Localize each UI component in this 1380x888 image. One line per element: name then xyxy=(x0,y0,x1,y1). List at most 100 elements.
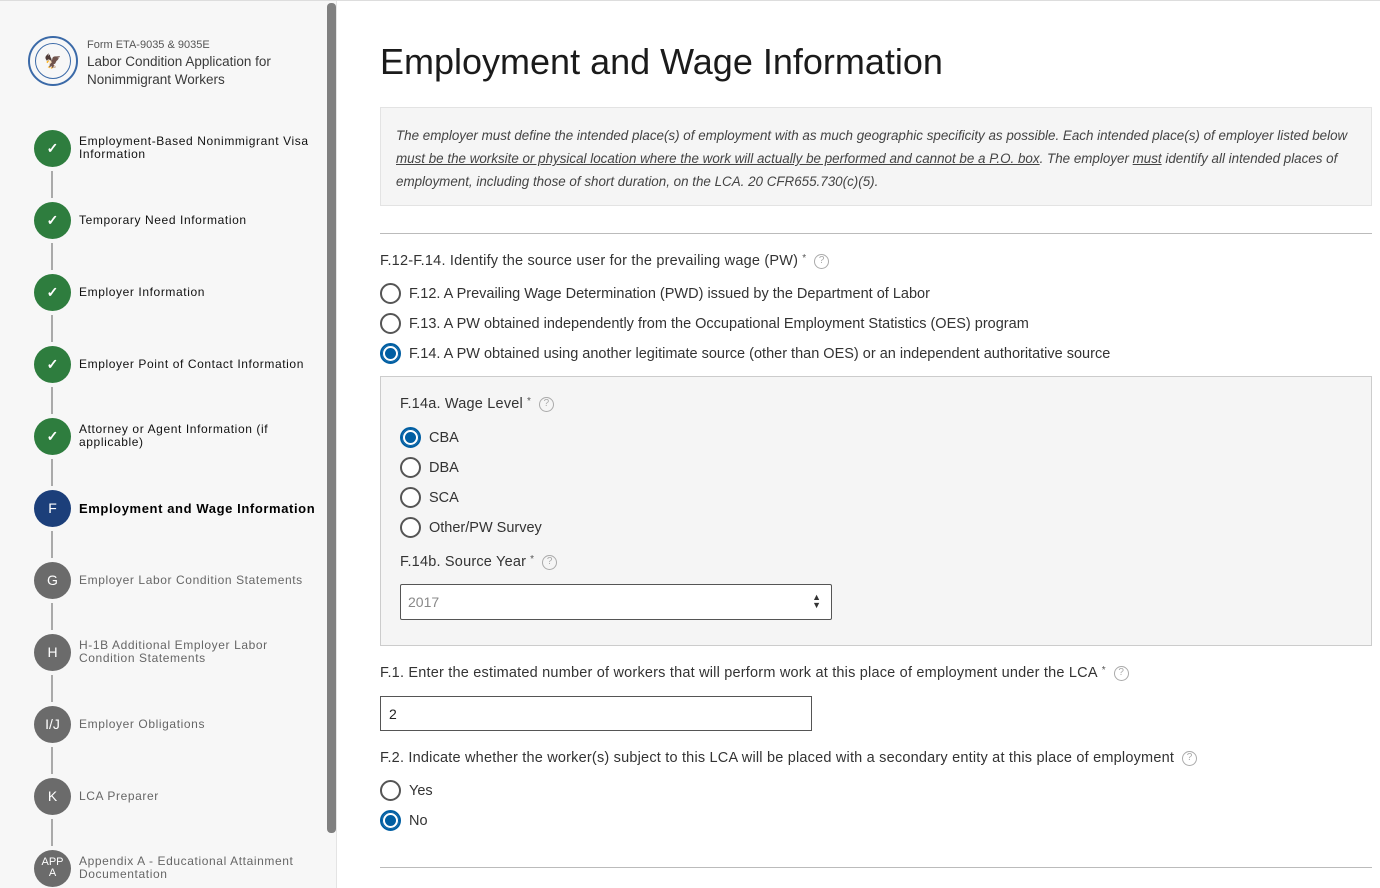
label-text: F.2. Indicate whether the worker(s) subj… xyxy=(380,750,1175,766)
badge-text: ✓ xyxy=(46,283,59,300)
sidebar-step[interactable]: F Employment and Wage Information xyxy=(34,489,324,527)
badge-text: APP A xyxy=(41,856,64,879)
badge-text: ✓ xyxy=(46,355,59,372)
step-label: Employer Labor Condition Statements xyxy=(79,572,303,587)
help-icon[interactable]: ? xyxy=(542,554,558,570)
info-text: . The employer xyxy=(1039,151,1133,166)
radio-option[interactable]: F.12. A Prevailing Wage Determination (P… xyxy=(380,283,930,304)
step-label: Employer Information xyxy=(79,284,206,299)
required-marker: * xyxy=(526,396,532,407)
sort-arrows-icon: ▲ ▼ xyxy=(812,592,821,610)
radio-button[interactable] xyxy=(400,427,421,448)
badge-text: G xyxy=(47,572,58,588)
step-badge: I/J xyxy=(34,705,71,743)
form-id: Form ETA-9035 & 9035E xyxy=(87,39,210,51)
step-label: Employer Point of Contact Information xyxy=(79,356,304,371)
step-connector xyxy=(51,819,53,846)
step-connector xyxy=(51,315,53,342)
radio-button[interactable] xyxy=(400,457,421,478)
radio-label: F.13. A PW obtained independently from t… xyxy=(409,315,1029,332)
radio-option[interactable]: Other/PW Survey xyxy=(400,517,542,538)
step-label: Employment and Wage Information xyxy=(79,500,316,516)
step-label: H-1B Additional Employer Labor Condition… xyxy=(79,638,268,665)
step-badge: H xyxy=(34,633,71,671)
badge-text: I/J xyxy=(45,716,60,732)
step-badge: G xyxy=(34,561,71,599)
dol-seal-logo: 🦅 xyxy=(28,36,78,86)
step-connector xyxy=(51,531,53,558)
radio-option[interactable]: No xyxy=(380,810,428,831)
sidebar-step[interactable]: G Employer Labor Condition Statements xyxy=(34,561,324,599)
radio-button[interactable] xyxy=(400,517,421,538)
pw-source-label: F.12-F.14. Identify the source user for … xyxy=(380,253,830,269)
sidebar-step[interactable]: ✓ Attorney or Agent Information (if appli… xyxy=(34,417,324,455)
step-label: Temporary Need Information xyxy=(79,212,247,227)
badge-text: ✓ xyxy=(46,427,59,444)
sidebar-step[interactable]: ✓ Employment-Based Nonimmigrant Visa Info… xyxy=(34,129,324,167)
help-icon[interactable]: ? xyxy=(1113,665,1129,681)
step-badge: APP A xyxy=(34,849,71,887)
divider xyxy=(380,867,1372,868)
radio-button[interactable] xyxy=(380,780,401,801)
radio-option[interactable]: SCA xyxy=(400,487,459,508)
badge-text: ✓ xyxy=(46,211,59,228)
sidebar-step[interactable]: APP A Appendix A - Educational Attainment… xyxy=(34,849,324,887)
label-text: F.12-F.14. Identify the source user for … xyxy=(380,253,799,269)
sidebar-step[interactable]: I/J Employer Obligations xyxy=(34,705,324,743)
required-marker: * xyxy=(802,253,807,264)
step-label: Attorney or Agent Information (if applic… xyxy=(79,422,269,449)
badge-text: H xyxy=(47,644,58,660)
sidebar-step[interactable]: H H-1B Additional Employer Labor Conditio… xyxy=(34,633,324,671)
info-emphasis: must xyxy=(1132,151,1162,166)
sidebar-step[interactable]: K LCA Preparer xyxy=(34,777,324,815)
radio-button[interactable] xyxy=(380,313,401,334)
radio-option[interactable]: F.14. A PW obtained using another legiti… xyxy=(380,343,1110,364)
help-icon[interactable]: ? xyxy=(539,396,555,412)
step-connector xyxy=(51,387,53,414)
checkmark-icon: ✓ xyxy=(34,201,71,239)
sidebar-step[interactable]: ✓ Temporary Need Information xyxy=(34,201,324,239)
divider xyxy=(380,233,1372,234)
info-text: The employer must define the intended pl… xyxy=(396,128,1348,143)
source-year-label: F.14b. Source Year *? xyxy=(400,554,558,570)
step-label: Employment-Based Nonimmigrant Visa Infor… xyxy=(79,134,309,161)
radio-button[interactable] xyxy=(380,283,401,304)
badge-text: F xyxy=(48,500,57,516)
checkmark-icon: ✓ xyxy=(34,273,71,311)
step-connector xyxy=(51,171,53,198)
step-badge: K xyxy=(34,777,71,815)
badge-text: ✓ xyxy=(46,139,59,156)
radio-option[interactable]: DBA xyxy=(400,457,459,478)
step-label: Appendix A - Educational Attainment Docu… xyxy=(79,854,294,881)
page-title: Employment and Wage Information xyxy=(380,41,943,82)
workers-input[interactable]: 2 xyxy=(380,696,812,731)
help-icon[interactable]: ? xyxy=(814,253,830,269)
radio-label: DBA xyxy=(429,459,459,476)
sidebar-scrollbar[interactable] xyxy=(327,3,336,833)
label-text: F.14b. Source Year xyxy=(400,554,527,570)
step-connector xyxy=(51,747,53,774)
sidebar-step[interactable]: ✓ Employer Information xyxy=(34,273,324,311)
radio-label: No xyxy=(409,812,428,829)
checkmark-icon: ✓ xyxy=(34,417,71,455)
step-label: LCA Preparer xyxy=(79,788,159,803)
radio-button[interactable] xyxy=(380,343,401,364)
step-connector xyxy=(51,243,53,270)
radio-option[interactable]: Yes xyxy=(380,780,433,801)
sidebar-step[interactable]: ✓ Employer Point of Contact Information xyxy=(34,345,324,383)
radio-label: F.14. A PW obtained using another legiti… xyxy=(409,345,1111,362)
select-value: 2017 xyxy=(408,594,440,610)
secondary-entity-label: F.2. Indicate whether the worker(s) subj… xyxy=(380,750,1198,766)
radio-button[interactable] xyxy=(380,810,401,831)
badge-text: K xyxy=(47,788,58,804)
radio-label: Yes xyxy=(409,782,433,799)
source-year-select[interactable]: 2017 ▲ ▼ xyxy=(400,584,832,620)
help-icon[interactable]: ? xyxy=(1182,750,1198,766)
radio-label: F.12. A Prevailing Wage Determination (P… xyxy=(409,285,930,302)
info-emphasis: must be the worksite or physical locatio… xyxy=(396,151,1040,166)
radio-label: SCA xyxy=(429,489,459,506)
radio-option[interactable]: F.13. A PW obtained independently from t… xyxy=(380,313,1029,334)
label-text: F.14a. Wage Level xyxy=(400,396,523,412)
radio-button[interactable] xyxy=(400,487,421,508)
radio-option[interactable]: CBA xyxy=(400,427,459,448)
